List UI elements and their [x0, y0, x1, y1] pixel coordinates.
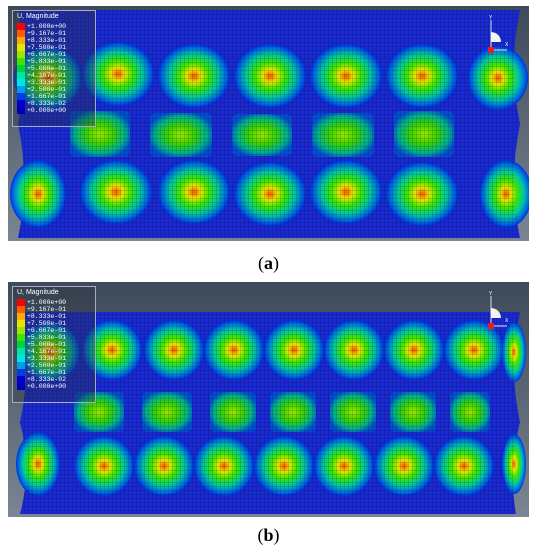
legend-swatch: [17, 37, 25, 44]
triad-y-label: Y: [489, 291, 493, 297]
caption-close-paren: ): [273, 525, 280, 545]
legend-swatch: [17, 376, 25, 383]
legend-label: +5.000e-01: [27, 65, 67, 72]
legend-label: +1.000e+00: [27, 299, 67, 306]
legend-label: +8.333e-02: [27, 100, 67, 107]
legend-swatch: [17, 306, 25, 313]
legend-swatch: [17, 44, 25, 51]
caption-open-paren: (: [258, 253, 264, 273]
legend-label: +2.500e-01: [27, 86, 67, 93]
color-legend-a: U, Magnitude +1.000e+00 +9.167e-01 +8.33…: [12, 10, 96, 127]
legend-label: +9.167e-01: [27, 306, 67, 313]
legend-label: +6.667e-01: [27, 51, 67, 58]
legend-label: +8.333e-02: [27, 376, 67, 383]
triad-x-label: X: [505, 42, 509, 48]
legend-swatch: [17, 72, 25, 79]
legend-swatch: [17, 299, 25, 306]
legend-label: +8.333e-01: [27, 37, 67, 44]
legend-label: +6.667e-01: [27, 327, 67, 334]
legend-label: +1.667e-01: [27, 93, 67, 100]
legend-swatch: [17, 334, 25, 341]
legend-swatch: [17, 355, 25, 362]
caption-close-paren: ): [273, 253, 279, 273]
legend-label: +7.500e-01: [27, 44, 67, 51]
legend-swatch: [17, 100, 25, 107]
legend-title: U, Magnitude: [17, 289, 59, 296]
legend-label: +7.500e-01: [27, 320, 67, 327]
legend-label: +4.167e-01: [27, 348, 67, 355]
triad-x-label: X: [505, 318, 509, 324]
legend-swatch: [17, 51, 25, 58]
legend-swatch: [17, 313, 25, 320]
legend-label: +2.500e-01: [27, 362, 67, 369]
legend-title: U, Magnitude: [17, 13, 59, 20]
caption-open-paren: (: [257, 525, 264, 545]
deformed-mesh-a: [10, 10, 529, 238]
axis-triad-icon: Y X: [488, 15, 509, 53]
caption-letter: a: [264, 253, 273, 273]
legend-swatch: [17, 369, 25, 376]
legend-swatch: [17, 65, 25, 72]
legend-label: +3.333e-01: [27, 355, 67, 362]
contour-plot-b: U, Magnitude +1.000e+00 +9.167e-01 +8.33…: [8, 282, 529, 517]
legend-swatch: [17, 341, 25, 348]
legend-label: +5.833e-01: [27, 58, 67, 65]
color-legend-b: U, Magnitude +1.000e+00 +9.167e-01 +8.33…: [12, 286, 96, 403]
legend-swatch: [17, 320, 25, 327]
legend-label: +0.000e+00: [27, 383, 67, 390]
legend-label: +1.000e+00: [27, 23, 67, 30]
legend-swatch: [17, 362, 25, 369]
deformed-mesh-b: [16, 312, 526, 514]
legend-swatch: [17, 79, 25, 86]
triad-y-label: Y: [489, 15, 493, 21]
legend-label: +3.333e-01: [27, 79, 67, 86]
legend-label: +4.167e-01: [27, 72, 67, 79]
legend-swatch: [17, 348, 25, 355]
legend-label: +9.167e-01: [27, 30, 67, 37]
legend-label: +5.833e-01: [27, 334, 67, 341]
axis-triad-icon: Y X: [488, 291, 509, 329]
legend-swatch: [17, 383, 25, 390]
contour-plot-a: U, Magnitude +1.000e+00 +9.167e-01 +8.33…: [8, 6, 529, 241]
legend-swatch: [17, 107, 25, 114]
legend-label: +1.667e-01: [27, 369, 67, 376]
caption-b: (b): [0, 525, 537, 546]
caption-a: (a): [0, 253, 537, 274]
caption-letter: b: [263, 525, 274, 545]
legend-swatch: [17, 30, 25, 37]
legend-swatch: [17, 327, 25, 334]
legend-label: +8.333e-01: [27, 313, 67, 320]
legend-swatch: [17, 86, 25, 93]
legend-swatch: [17, 93, 25, 100]
legend-swatch: [17, 58, 25, 65]
legend-label: +5.000e-01: [27, 341, 67, 348]
legend-swatch: [17, 23, 25, 30]
legend-label: +0.000e+00: [27, 107, 67, 114]
